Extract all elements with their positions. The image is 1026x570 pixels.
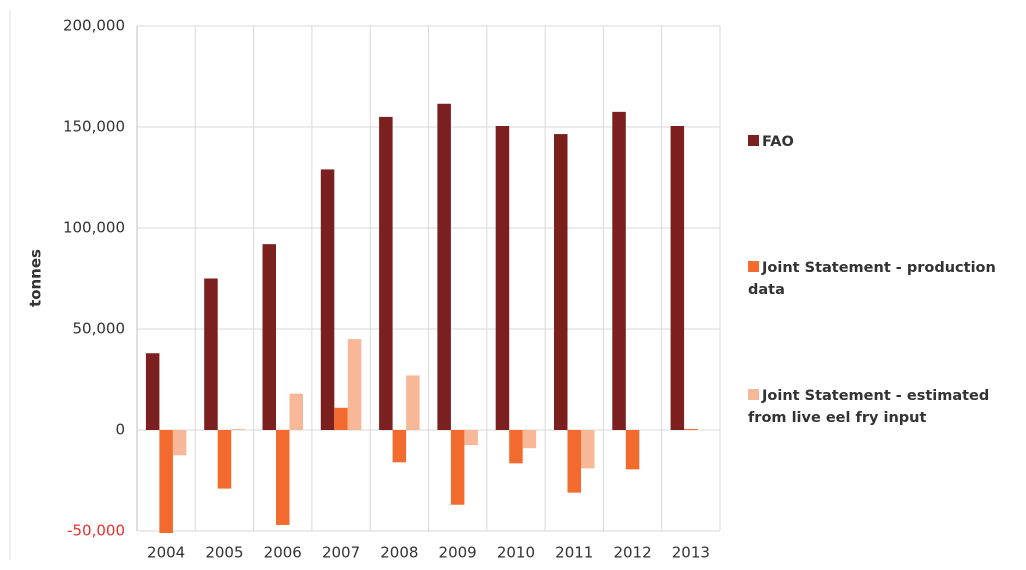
x-tick-label: 2009 xyxy=(439,544,477,562)
bar xyxy=(204,278,218,430)
bar xyxy=(172,430,187,456)
bar xyxy=(670,125,685,431)
bar xyxy=(625,430,640,470)
legend-entry: Joint Statement - estimated from live ee… xyxy=(748,385,1023,429)
bar xyxy=(437,103,451,431)
legend-swatch xyxy=(748,389,759,400)
bar xyxy=(581,430,595,469)
bar xyxy=(554,134,568,430)
y-tick-label: 0 xyxy=(115,421,125,439)
y-tick-label: 150,000 xyxy=(63,118,125,136)
bar xyxy=(464,430,478,446)
x-tick-label: 2007 xyxy=(322,544,360,562)
bar xyxy=(276,430,290,525)
y-tick-label: 50,000 xyxy=(73,320,126,338)
bar xyxy=(406,375,420,430)
legend-label: FAO xyxy=(762,134,794,150)
bar xyxy=(495,125,510,431)
bar xyxy=(347,339,362,430)
x-tick-label: 2012 xyxy=(613,544,651,562)
bar xyxy=(320,169,335,431)
bar xyxy=(262,244,276,430)
y-axis-label: tonnes xyxy=(27,249,45,307)
x-tick-label: 2010 xyxy=(497,544,535,562)
bar xyxy=(450,430,465,505)
legend-entry: FAO xyxy=(748,131,1023,153)
legend-swatch xyxy=(748,261,759,272)
bar xyxy=(392,430,407,463)
bar xyxy=(684,428,698,430)
bar xyxy=(289,393,303,430)
bar xyxy=(522,430,537,449)
legend-entry: Joint Statement - production data xyxy=(748,257,1023,301)
x-tick-label: 2004 xyxy=(147,544,185,562)
x-tick-label: 2013 xyxy=(672,544,710,562)
legend-label: Joint Statement - production data xyxy=(748,260,996,298)
bar xyxy=(217,430,232,489)
bar xyxy=(334,407,348,430)
bar xyxy=(145,353,160,430)
y-tick-label: -50,000 xyxy=(67,522,125,540)
legend-swatch xyxy=(748,135,759,146)
x-tick-label: 2006 xyxy=(264,544,302,562)
bar xyxy=(612,111,626,430)
bar xyxy=(567,430,581,493)
bar xyxy=(379,116,393,431)
x-tick-label: 2005 xyxy=(205,544,243,562)
bar xyxy=(231,428,245,430)
bar xyxy=(509,430,523,464)
bar xyxy=(159,430,173,534)
y-tick-label: 100,000 xyxy=(63,219,125,237)
x-tick-label: 2008 xyxy=(380,544,418,562)
y-tick-label: 200,000 xyxy=(63,17,125,35)
legend-label: Joint Statement - estimated from live ee… xyxy=(748,388,990,426)
x-tick-label: 2011 xyxy=(555,544,593,562)
